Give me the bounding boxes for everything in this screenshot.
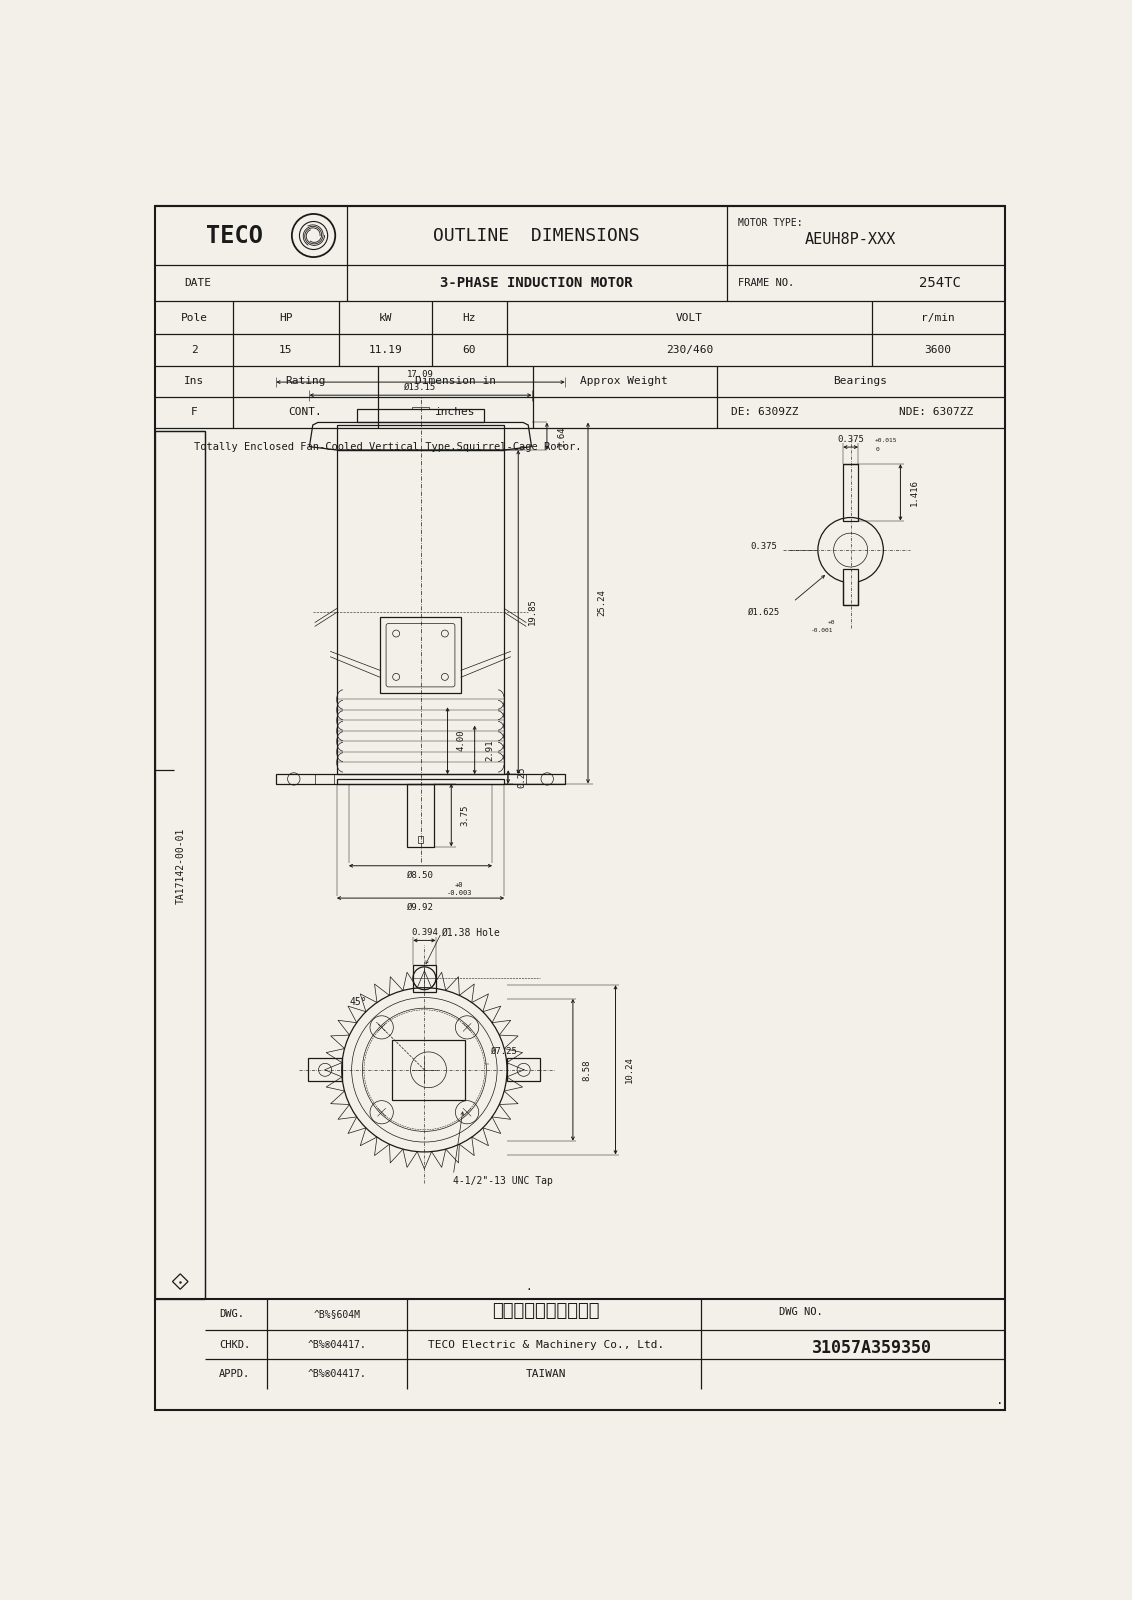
Text: 10.24: 10.24 [625,1056,634,1083]
Text: 3600: 3600 [924,346,951,355]
Text: 17.09: 17.09 [408,370,434,379]
Bar [412,406,429,410]
Text: DATE: DATE [185,278,212,288]
Text: 東元電機股份有限公司: 東元電機股份有限公司 [492,1302,600,1320]
Text: ^B%®04417.: ^B%®04417. [308,1370,366,1379]
Bar [276,774,565,784]
Text: TAIWAN: TAIWAN [525,1370,566,1379]
Bar [507,773,526,784]
Text: ^B%§604M: ^B%§604M [314,1309,360,1318]
Bar [843,570,858,605]
Text: 0.394: 0.394 [411,928,438,938]
Text: Approx Weight: Approx Weight [581,376,668,387]
Text: -0.003: -0.003 [446,891,472,896]
Text: inches: inches [435,408,475,418]
Text: HP: HP [278,312,292,323]
Text: Dimension in: Dimension in [414,376,496,387]
Text: VOLT: VOLT [676,312,703,323]
Text: Ø1.625: Ø1.625 [747,608,780,616]
Text: 19.85: 19.85 [528,598,537,626]
Text: .: . [525,1282,532,1291]
Text: 45°: 45° [350,997,367,1006]
Text: kW: kW [379,312,393,323]
Text: +0.015: +0.015 [875,438,898,443]
Text: 11.19: 11.19 [369,346,403,355]
Bar [336,450,504,774]
Text: 3-PHASE INDUCTION MOTOR: 3-PHASE INDUCTION MOTOR [440,277,633,290]
Bar [380,618,461,693]
Text: TECO: TECO [206,224,263,248]
Bar [155,432,205,1299]
Bar [507,1058,540,1082]
Text: 0.375: 0.375 [838,435,864,443]
Bar [357,410,483,422]
Text: Ø1.38 Hole: Ø1.38 Hole [441,928,500,938]
Text: 1.416: 1.416 [910,478,919,506]
Text: 25.24: 25.24 [598,589,607,616]
Text: Ø8.50: Ø8.50 [408,872,434,880]
Text: FRAME NO.: FRAME NO. [738,278,795,288]
Text: Rating: Rating [285,376,325,387]
Text: Pole: Pole [181,312,207,323]
Text: TECO Electric & Machinery Co., Ltd.: TECO Electric & Machinery Co., Ltd. [428,1339,664,1350]
Text: OUTLINE  DIMENSIONS: OUTLINE DIMENSIONS [434,227,640,245]
Text: DWG.: DWG. [218,1309,245,1318]
Bar [315,773,334,784]
Text: TA17142-00-01: TA17142-00-01 [175,827,186,904]
Text: Ø13.15: Ø13.15 [404,382,437,392]
Text: CONT.: CONT. [289,408,321,418]
Text: Hz: Hz [463,312,477,323]
Bar [336,779,504,784]
Text: 4.00: 4.00 [457,730,466,752]
Text: 15: 15 [278,346,292,355]
Text: Totally Enclosed Fan-Cooled Vertical Type.Squirrel-Cage Rotor.: Totally Enclosed Fan-Cooled Vertical Typ… [195,442,582,451]
Text: Ins: Ins [185,376,204,387]
Text: 0: 0 [875,446,878,451]
Text: .: . [996,1395,1003,1408]
Text: 0.375: 0.375 [751,542,777,550]
Bar [843,464,858,520]
Text: Ø7.25: Ø7.25 [491,1048,517,1056]
Text: Bearings: Bearings [833,376,887,387]
Text: 2: 2 [191,346,198,355]
Text: 31057A359350: 31057A359350 [812,1339,932,1357]
Text: 254TC: 254TC [919,277,961,290]
Text: MOTOR TYPE:: MOTOR TYPE: [738,218,803,229]
Text: -0.001: -0.001 [812,627,834,634]
Text: Ø9.92: Ø9.92 [408,902,434,912]
Text: DE: 6309ZZ: DE: 6309ZZ [730,408,798,418]
Text: NDE: 6307ZZ: NDE: 6307ZZ [900,408,974,418]
Text: F: F [191,408,198,418]
Bar [308,1058,342,1082]
Text: DWG NO.: DWG NO. [779,1307,822,1317]
Bar [413,965,436,992]
Bar [419,837,422,843]
Text: 8.58: 8.58 [582,1059,591,1080]
Text: 0.25: 0.25 [517,766,526,787]
Text: 3.75: 3.75 [461,805,470,826]
Text: r/min: r/min [920,312,954,323]
Text: ^B%®04417.: ^B%®04417. [308,1339,366,1350]
Bar [406,784,435,846]
Text: 2.91: 2.91 [486,739,495,760]
Text: +0: +0 [455,882,463,888]
Bar [336,426,504,450]
Text: CHKD.: CHKD. [218,1339,250,1350]
Text: 230/460: 230/460 [666,346,713,355]
Text: AEUH8P-XXX: AEUH8P-XXX [805,232,897,246]
Text: APPD.: APPD. [218,1370,250,1379]
Text: 60: 60 [463,346,477,355]
Text: 4-1/2"-13 UNC Tap: 4-1/2"-13 UNC Tap [453,1176,554,1186]
Text: +0: +0 [829,621,835,626]
Text: 1.64: 1.64 [556,426,565,446]
Bar [392,1040,465,1099]
